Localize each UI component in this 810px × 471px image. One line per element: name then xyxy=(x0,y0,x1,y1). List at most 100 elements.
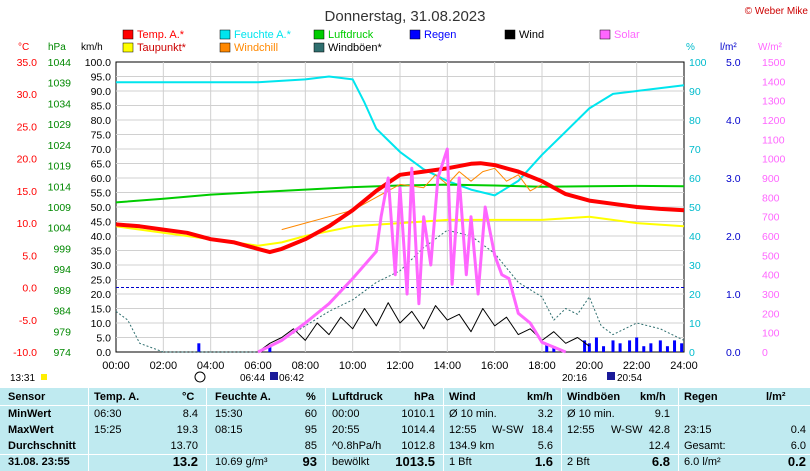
stats-cell-wind-v: 1.6 xyxy=(534,454,553,469)
legend-swatch xyxy=(504,29,516,40)
stats-header-gust: Windböen xyxy=(567,391,621,403)
x-tick-label: 24:00 xyxy=(670,360,698,372)
stats-cell-temp-t: 15:25 xyxy=(94,424,122,436)
axis-units: °C hPa km/h% l/m² W/m² xyxy=(18,42,783,53)
tick-label-hum: 100 xyxy=(689,57,707,69)
stats-cell-label: MaxWert xyxy=(8,424,54,436)
legend-swatch xyxy=(313,42,325,53)
sunset-label: 20:16 xyxy=(562,373,587,384)
tick-label-rain: 2.0 xyxy=(726,231,741,243)
stats-cell-rain-v: 0.4 xyxy=(790,424,806,436)
legend-swatch xyxy=(219,29,231,40)
rain-bar xyxy=(594,337,598,352)
tick-label-rain: 4.0 xyxy=(726,115,741,127)
rain-bar xyxy=(611,340,615,352)
series-line-luftdruck xyxy=(115,183,685,204)
stats-cell-rain-v: 0.2 xyxy=(787,454,806,469)
tick-label-wind: 15.0 xyxy=(91,304,112,316)
tick-label-hum: 0 xyxy=(689,347,695,359)
tick-label-press: 1029 xyxy=(48,119,72,131)
stats-header-rain: Regen xyxy=(684,391,718,403)
stats-header-press: Luftdruck xyxy=(332,391,383,403)
data-series xyxy=(115,75,685,354)
series-line-tempa xyxy=(115,161,685,255)
stats-cell-hum-v: 93 xyxy=(302,454,317,469)
tick-label-temp: 30.0 xyxy=(17,89,38,101)
stats-cell-press-t: 20:55 xyxy=(332,424,360,436)
stats-header-hum-unit: % xyxy=(306,391,316,403)
tick-label-solar: 700 xyxy=(762,212,780,224)
tick-label-wind: 10.0 xyxy=(91,318,112,330)
tick-label-wind: 100.0 xyxy=(85,57,111,69)
sun-markers: 13:31 06:44 06:42 20:16 20:54 xyxy=(10,371,642,384)
tick-label-solar: 1300 xyxy=(762,96,786,108)
stats-header-gust-unit: km/h xyxy=(640,391,666,403)
stats-cell-press-v: 1013.5 xyxy=(395,454,435,469)
stats-cell-temp-t: 06:30 xyxy=(94,408,122,420)
rain-bar xyxy=(680,343,684,352)
sunrise-label: 06:44 xyxy=(240,373,265,384)
x-tick-label: 06:00 xyxy=(244,360,272,372)
stats-cell-label: MinWert xyxy=(8,408,52,420)
series-line-wind xyxy=(257,302,590,353)
sunset-label-2: 20:54 xyxy=(617,373,642,384)
stats-header-temp-unit: °C xyxy=(182,391,195,403)
rain-bar xyxy=(673,340,677,352)
stats-cell-rain-t: Gesamt: xyxy=(684,440,726,452)
legend-label: Temp. A.* xyxy=(137,29,185,41)
series-line-windben xyxy=(115,229,685,353)
tick-label-press: 999 xyxy=(53,243,71,255)
stats-cell-press-t: ^0.8hPa/h xyxy=(332,440,382,452)
tick-label-press: 1019 xyxy=(48,161,72,173)
tick-label-wind: 5.0 xyxy=(96,333,111,345)
legend-label: Regen xyxy=(424,29,456,41)
legend-swatch xyxy=(219,42,231,53)
legend-swatch xyxy=(122,29,134,40)
tick-label-rain: 5.0 xyxy=(726,57,741,69)
tick-label-press: 974 xyxy=(53,347,71,359)
tick-label-press: 1044 xyxy=(48,57,72,69)
axis-unit-press: hPa xyxy=(48,42,66,53)
legend-swatch xyxy=(313,29,325,40)
x-tick-label: 02:00 xyxy=(150,360,178,372)
stats-cell-hum-t: 10.69 g/m³ xyxy=(215,456,268,468)
moon-icon xyxy=(194,371,206,383)
stats-header-hum: Feuchte A. xyxy=(215,391,271,403)
tick-label-hum: 10 xyxy=(689,318,701,330)
sun-icon xyxy=(41,374,47,380)
rain-bar xyxy=(649,343,653,352)
tick-label-wind: 65.0 xyxy=(91,159,112,171)
stats-cell-press-v: 1012.8 xyxy=(401,440,435,452)
rain-bar xyxy=(587,343,591,352)
stats-cell-press-v: 1010.1 xyxy=(401,408,435,420)
stats-cell-rain-t: 23:15 xyxy=(684,424,712,436)
tick-label-solar: 1100 xyxy=(762,134,785,146)
tick-label-hum: 90 xyxy=(689,86,701,98)
stats-header-temp: Temp. A. xyxy=(94,391,140,403)
rain-bar xyxy=(628,340,632,352)
tick-label-solar: 600 xyxy=(762,231,780,243)
rain-bar xyxy=(658,340,662,352)
tick-label-wind: 0.0 xyxy=(96,347,111,359)
tick-label-press: 1039 xyxy=(48,78,72,90)
axis-unit-hum: % xyxy=(686,42,695,53)
legend-label: Feuchte A.* xyxy=(234,29,292,41)
legend-swatch xyxy=(409,29,421,40)
axis-tick-labels: 35.0 30.0 25.0 20.0 15.0 10.0 5.0 0.0 -5.0 -10.0 1… xyxy=(13,57,785,372)
tick-label-hum: 30 xyxy=(689,260,701,272)
stats-cell-hum-v: 95 xyxy=(304,424,317,436)
x-tick-label: 20:00 xyxy=(576,360,604,372)
legend-label: Windböen* xyxy=(328,42,383,54)
stats-cell-gust-v: 12.4 xyxy=(648,440,670,452)
stats-cell-wind-t: 12:55 xyxy=(449,424,477,436)
tick-label-wind: 35.0 xyxy=(91,246,112,258)
stats-cell-gust-t: Ø 10 min. xyxy=(567,408,615,420)
tick-label-solar: 400 xyxy=(762,270,780,282)
tick-label-wind: 25.0 xyxy=(91,275,112,287)
sunrise-icon xyxy=(270,372,278,380)
tick-label-solar: 800 xyxy=(762,192,780,204)
stats-cell-rain-v: 6.0 xyxy=(790,440,806,452)
x-tick-label: 16:00 xyxy=(481,360,509,372)
axis-unit-solar: W/m² xyxy=(758,42,783,53)
legend-label: Windchill xyxy=(234,42,278,54)
